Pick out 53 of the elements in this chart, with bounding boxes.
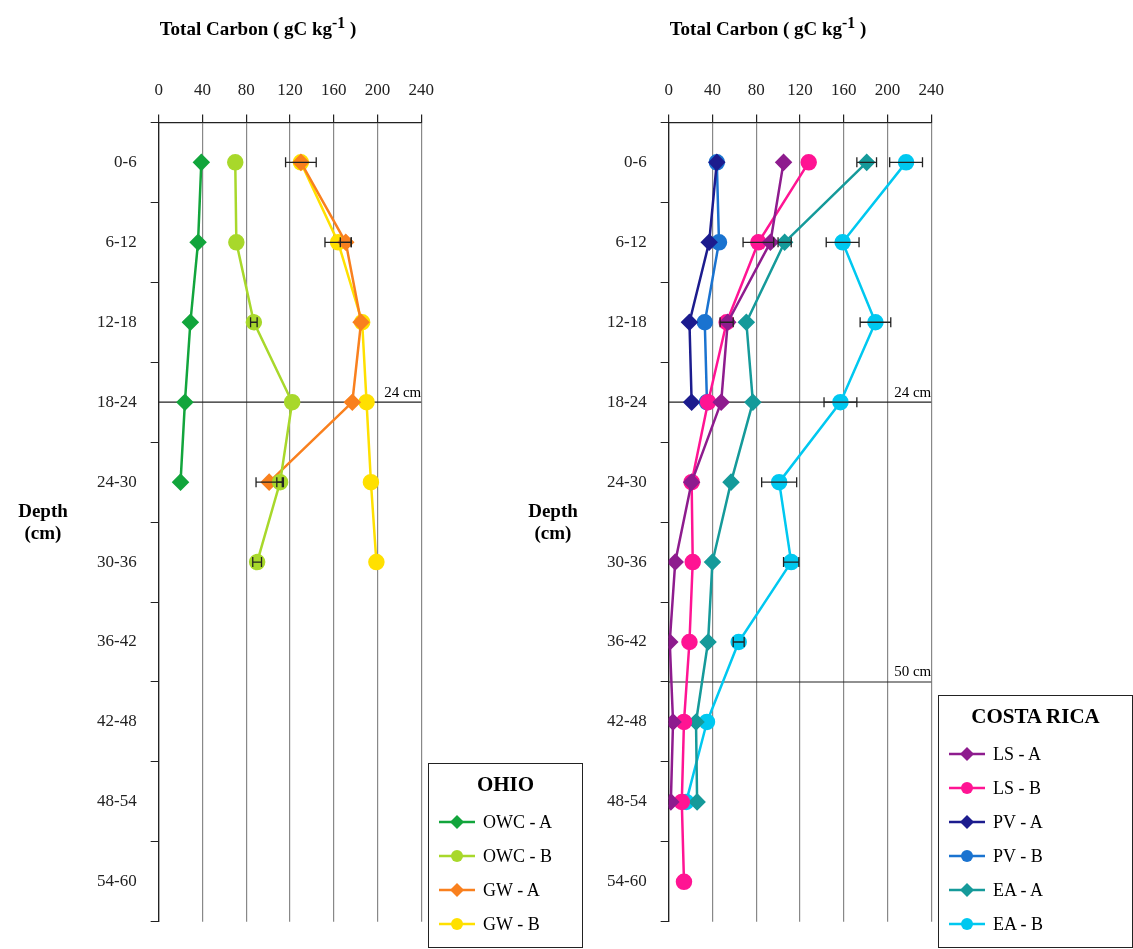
x-axis-title: Total Carbon ( gC kg$^{-1}$ ) xyxy=(158,14,358,41)
y-tick-label: 0-6 xyxy=(623,151,647,171)
y-tick-label: 24-30 xyxy=(606,471,647,491)
y-axis-title: Depth (cm) xyxy=(527,500,579,544)
x-tick-label: 160 xyxy=(830,79,857,99)
y-tick-label: 12-18 xyxy=(606,311,647,331)
legend-label: PV - B xyxy=(993,845,1043,868)
x-axis-title: Total Carbon ( gC kg$^{-1}$ ) xyxy=(668,14,868,41)
legend-title: OHIO xyxy=(475,772,536,797)
y-tick-label: 6-12 xyxy=(615,231,647,251)
y-tick-label: 36-42 xyxy=(96,631,137,651)
y-tick-label: 30-36 xyxy=(606,551,647,571)
y-tick-label: 42-48 xyxy=(96,711,137,731)
y-tick-label: 12-18 xyxy=(96,311,137,331)
y-tick-label: 36-42 xyxy=(606,631,647,651)
x-tick-label: 0 xyxy=(664,79,673,99)
legend-label: LS - A xyxy=(993,743,1042,766)
y-tick-label: 0-6 xyxy=(113,151,137,171)
y-tick-label: 54-60 xyxy=(96,871,137,891)
legend-label: PV - A xyxy=(993,811,1043,834)
legend-label: EA - B xyxy=(993,913,1044,936)
legend-label: LS - B xyxy=(993,777,1042,800)
x-tick-label: 240 xyxy=(408,79,434,99)
y-tick-label: 6-12 xyxy=(105,231,137,251)
ref-line-label: 24 cm xyxy=(384,383,422,400)
legend-title: COSTA RICA xyxy=(970,704,1101,729)
x-tick-label: 240 xyxy=(918,79,944,99)
x-tick-label: 40 xyxy=(193,79,211,99)
y-axis-title: Depth (cm) xyxy=(17,500,69,544)
annotation: 50 cm xyxy=(894,663,932,680)
x-tick-label: 120 xyxy=(787,79,813,99)
legend-label: EA - A xyxy=(993,879,1044,902)
y-tick-label: 30-36 xyxy=(96,551,137,571)
x-tick-label: 120 xyxy=(277,79,303,99)
y-tick-label: 48-54 xyxy=(96,791,138,811)
x-tick-label: 200 xyxy=(874,79,901,99)
legend-label: OWC - B xyxy=(483,845,552,868)
y-tick-label: 54-60 xyxy=(606,871,647,891)
y-tick-label: 42-48 xyxy=(606,711,647,731)
ref-line-label: 24 cm xyxy=(894,383,932,400)
x-tick-label: 0 xyxy=(154,79,163,99)
legend-label: GW - A xyxy=(483,879,540,902)
y-tick-label: 48-54 xyxy=(606,791,648,811)
x-tick-label: 40 xyxy=(703,79,721,99)
y-tick-label: 18-24 xyxy=(96,391,138,411)
y-tick-label: 18-24 xyxy=(606,391,648,411)
y-tick-label: 24-30 xyxy=(96,471,137,491)
legend-label: GW - B xyxy=(483,913,540,936)
x-tick-label: 80 xyxy=(747,79,765,99)
legend-label: OWC - A xyxy=(483,811,552,834)
x-tick-label: 160 xyxy=(320,79,347,99)
x-tick-label: 80 xyxy=(237,79,255,99)
x-tick-label: 200 xyxy=(364,79,391,99)
